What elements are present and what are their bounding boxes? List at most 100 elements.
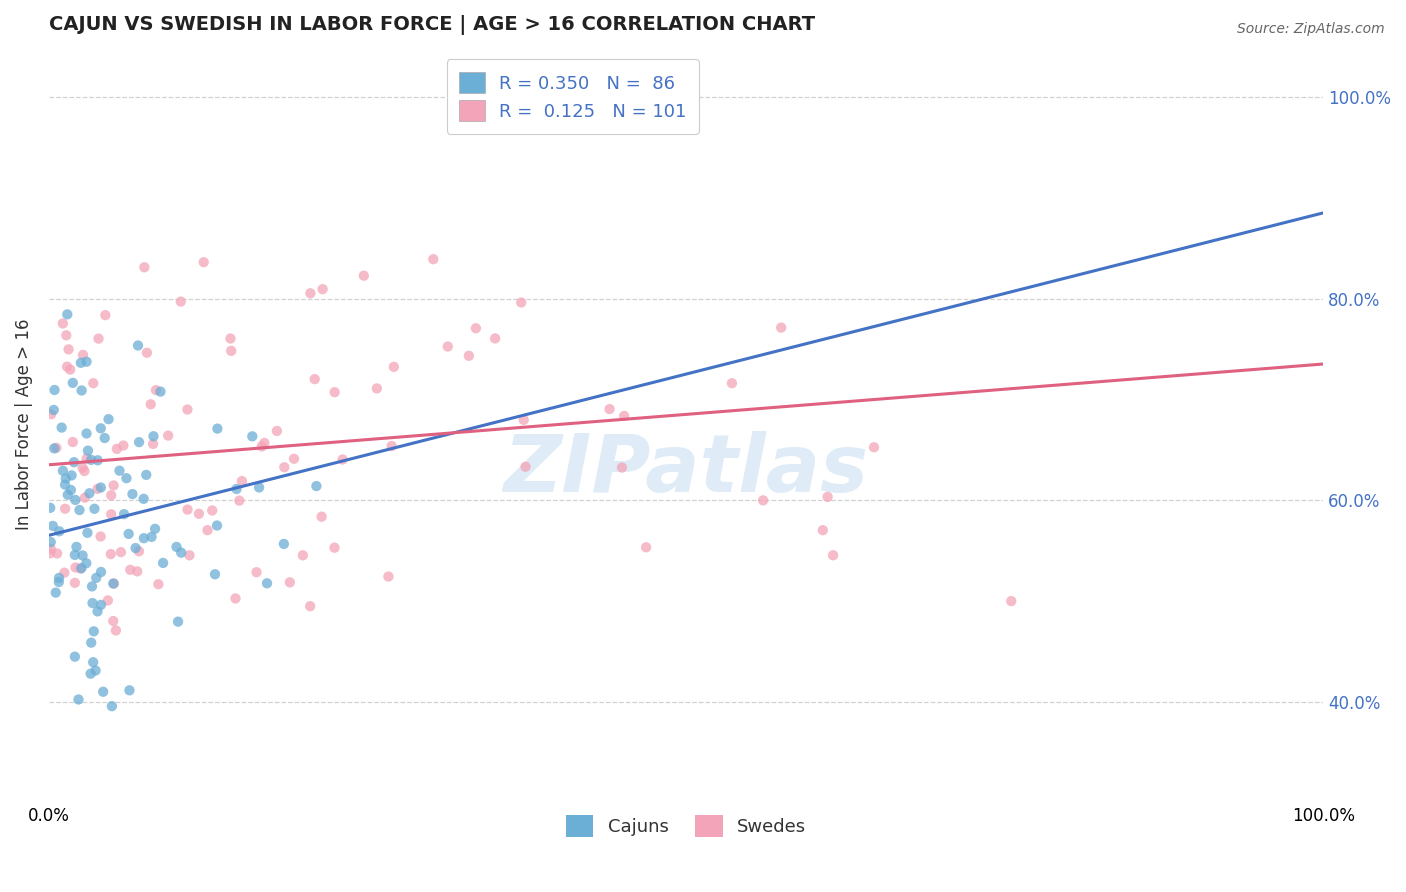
Point — [100, 508, 122, 522]
Point — [377, 569, 399, 583]
Legend: Cajuns, Swedes: Cajuns, Swedes — [557, 806, 815, 847]
Point — [72, 549, 94, 563]
Point — [76, 525, 98, 540]
Point — [52, 464, 75, 478]
Point — [299, 286, 322, 301]
Point — [97, 412, 120, 426]
Point — [42, 519, 65, 533]
Point — [56, 488, 79, 502]
Point — [72, 348, 94, 362]
Point — [510, 295, 533, 310]
Point — [256, 576, 278, 591]
Point — [610, 460, 633, 475]
Point — [187, 507, 209, 521]
Point — [45, 441, 67, 455]
Point — [84, 664, 107, 678]
Point — [332, 452, 354, 467]
Point — [82, 596, 104, 610]
Point — [79, 486, 101, 500]
Point — [60, 468, 83, 483]
Point — [145, 383, 167, 397]
Point — [166, 540, 188, 554]
Point — [128, 435, 150, 450]
Point — [79, 666, 101, 681]
Point — [103, 576, 125, 591]
Point — [273, 460, 295, 475]
Point — [110, 545, 132, 559]
Point — [103, 614, 125, 628]
Point — [599, 402, 621, 417]
Point — [53, 566, 76, 580]
Point — [39, 542, 62, 557]
Point — [283, 451, 305, 466]
Point — [120, 563, 142, 577]
Point — [86, 482, 108, 496]
Point — [124, 541, 146, 555]
Point — [139, 397, 162, 411]
Point — [86, 453, 108, 467]
Point — [366, 381, 388, 395]
Text: Source: ZipAtlas.com: Source: ZipAtlas.com — [1237, 22, 1385, 37]
Point — [817, 490, 839, 504]
Point — [45, 585, 67, 599]
Point — [273, 537, 295, 551]
Point — [55, 471, 77, 485]
Point — [305, 479, 328, 493]
Point — [291, 549, 314, 563]
Point — [93, 431, 115, 445]
Point — [353, 268, 375, 283]
Point — [219, 343, 242, 358]
Point — [39, 500, 62, 515]
Point — [90, 421, 112, 435]
Point — [170, 546, 193, 560]
Y-axis label: In Labor Force | Age > 16: In Labor Force | Age > 16 — [15, 318, 32, 530]
Point — [152, 556, 174, 570]
Point — [48, 575, 70, 590]
Point — [75, 556, 97, 570]
Point — [62, 376, 84, 390]
Point — [46, 546, 69, 560]
Point — [1000, 594, 1022, 608]
Point — [44, 442, 66, 456]
Point — [811, 523, 834, 537]
Point — [193, 255, 215, 269]
Point — [44, 383, 66, 397]
Point — [121, 487, 143, 501]
Point — [70, 561, 93, 575]
Point — [132, 491, 155, 506]
Point — [515, 459, 537, 474]
Point — [721, 376, 744, 391]
Point — [381, 439, 404, 453]
Point — [225, 591, 247, 606]
Point — [323, 541, 346, 555]
Point — [143, 522, 166, 536]
Point — [382, 359, 405, 374]
Point — [142, 429, 165, 443]
Point — [67, 692, 90, 706]
Point — [436, 339, 458, 353]
Point — [83, 501, 105, 516]
Point — [118, 683, 141, 698]
Text: ZIPatlas: ZIPatlas — [503, 431, 869, 508]
Point — [65, 560, 87, 574]
Point — [132, 531, 155, 545]
Point — [70, 384, 93, 398]
Point — [87, 332, 110, 346]
Point — [90, 598, 112, 612]
Point — [90, 529, 112, 543]
Point — [484, 331, 506, 345]
Point — [53, 501, 76, 516]
Point — [80, 635, 103, 649]
Point — [105, 442, 128, 456]
Point — [70, 356, 93, 370]
Point — [77, 443, 100, 458]
Point — [135, 467, 157, 482]
Point — [42, 403, 65, 417]
Point — [53, 477, 76, 491]
Point — [48, 524, 70, 539]
Point — [39, 546, 62, 560]
Point — [55, 328, 77, 343]
Point — [39, 535, 62, 549]
Point — [69, 562, 91, 576]
Point — [422, 252, 444, 267]
